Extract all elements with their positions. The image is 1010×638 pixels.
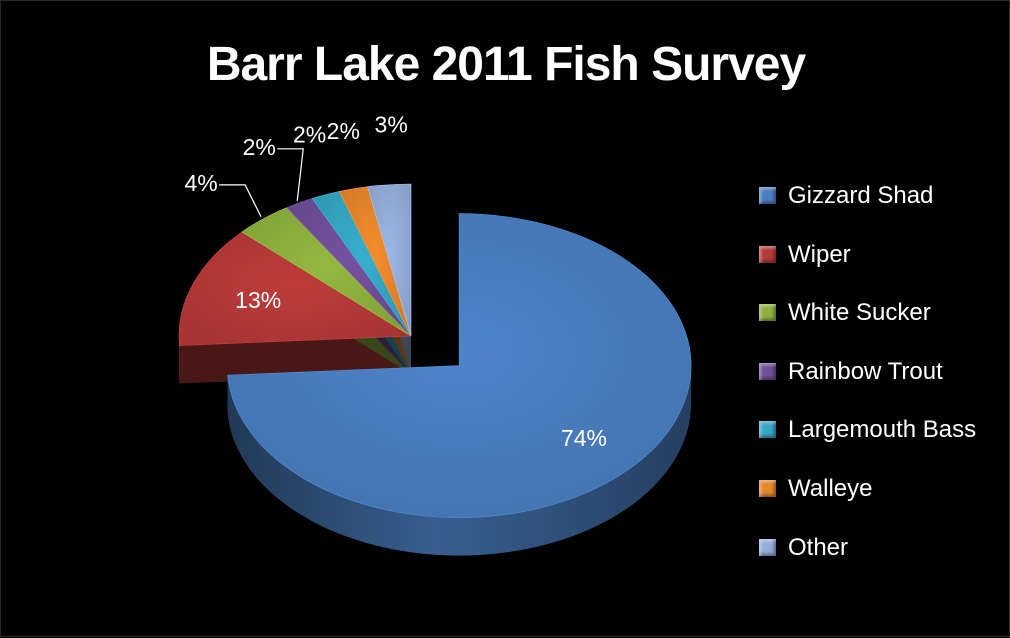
chart-legend: Gizzard Shad Wiper White Sucker Rainbow Tro… <box>759 179 1004 589</box>
legend-label-walleye: Walleye <box>788 472 872 506</box>
data-label-gizzard-shad: 74% <box>561 425 607 451</box>
leader-line-rainbow-trout <box>277 149 303 201</box>
legend-swatch-walleye <box>759 480 776 497</box>
legend-swatch-rainbow-trout <box>759 363 776 380</box>
data-label-other: 3% <box>375 112 408 138</box>
legend-item-walleye: Walleye <box>759 472 1004 531</box>
legend-swatch-gizzard-shad <box>759 187 776 204</box>
legend-item-wiper: Wiper <box>759 238 1004 297</box>
legend-item-rainbow-trout: Rainbow Trout <box>759 355 1004 414</box>
data-label-rainbow-trout: 2% <box>243 134 276 160</box>
legend-swatch-white-sucker <box>759 304 776 321</box>
legend-swatch-other <box>759 539 776 556</box>
data-label-walleye: 2% <box>327 118 360 144</box>
legend-label-other: Other <box>788 531 848 565</box>
legend-label-largemouth-bass: Largemouth Bass <box>788 413 976 447</box>
legend-label-wiper: Wiper <box>788 238 851 272</box>
data-label-largemouth-bass: 2% <box>293 122 326 148</box>
data-label-white-sucker: 4% <box>184 170 217 196</box>
legend-item-white-sucker: White Sucker <box>759 296 1004 355</box>
data-label-wiper: 13% <box>235 287 281 313</box>
legend-item-largemouth-bass: Largemouth Bass <box>759 413 1004 472</box>
legend-item-other: Other <box>759 531 1004 590</box>
legend-label-white-sucker: White Sucker <box>788 296 931 330</box>
legend-swatch-wiper <box>759 246 776 263</box>
legend-label-gizzard-shad: Gizzard Shad <box>788 179 933 213</box>
legend-item-gizzard-shad: Gizzard Shad <box>759 179 1004 238</box>
leader-line-white-sucker <box>219 185 261 217</box>
legend-swatch-largemouth-bass <box>759 421 776 438</box>
legend-label-rainbow-trout: Rainbow Trout <box>788 355 943 389</box>
